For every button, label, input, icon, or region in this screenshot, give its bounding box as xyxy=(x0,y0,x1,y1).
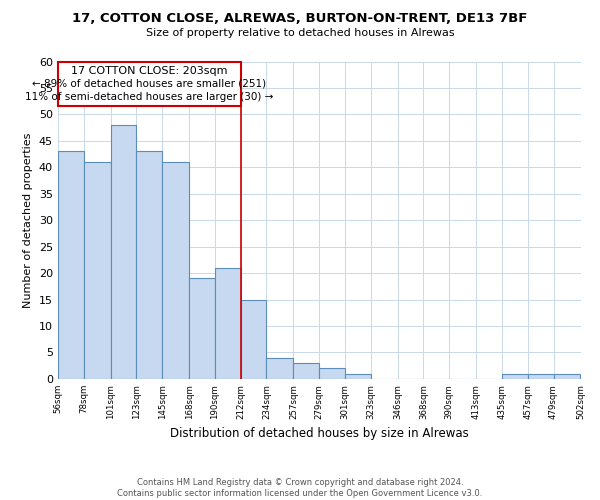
Bar xyxy=(266,358,293,379)
Text: Size of property relative to detached houses in Alrewas: Size of property relative to detached ho… xyxy=(146,28,454,38)
Bar xyxy=(162,162,189,379)
Bar xyxy=(215,268,241,379)
Text: ← 89% of detached houses are smaller (251): ← 89% of detached houses are smaller (25… xyxy=(32,79,266,89)
Bar xyxy=(136,152,162,379)
Bar xyxy=(110,125,136,379)
Bar xyxy=(554,374,580,379)
Text: 17 COTTON CLOSE: 203sqm: 17 COTTON CLOSE: 203sqm xyxy=(71,66,227,76)
X-axis label: Distribution of detached houses by size in Alrewas: Distribution of detached houses by size … xyxy=(170,427,469,440)
Text: 17, COTTON CLOSE, ALREWAS, BURTON-ON-TRENT, DE13 7BF: 17, COTTON CLOSE, ALREWAS, BURTON-ON-TRE… xyxy=(73,12,527,26)
Y-axis label: Number of detached properties: Number of detached properties xyxy=(23,132,34,308)
Bar xyxy=(345,374,371,379)
Bar xyxy=(293,363,319,379)
Bar xyxy=(58,152,83,379)
Bar xyxy=(189,278,215,379)
Bar xyxy=(83,162,110,379)
Bar xyxy=(241,300,266,379)
Bar xyxy=(319,368,345,379)
Bar xyxy=(502,374,528,379)
FancyBboxPatch shape xyxy=(58,62,241,106)
Text: Contains HM Land Registry data © Crown copyright and database right 2024.
Contai: Contains HM Land Registry data © Crown c… xyxy=(118,478,482,498)
Bar xyxy=(528,374,554,379)
Text: 11% of semi-detached houses are larger (30) →: 11% of semi-detached houses are larger (… xyxy=(25,92,274,102)
